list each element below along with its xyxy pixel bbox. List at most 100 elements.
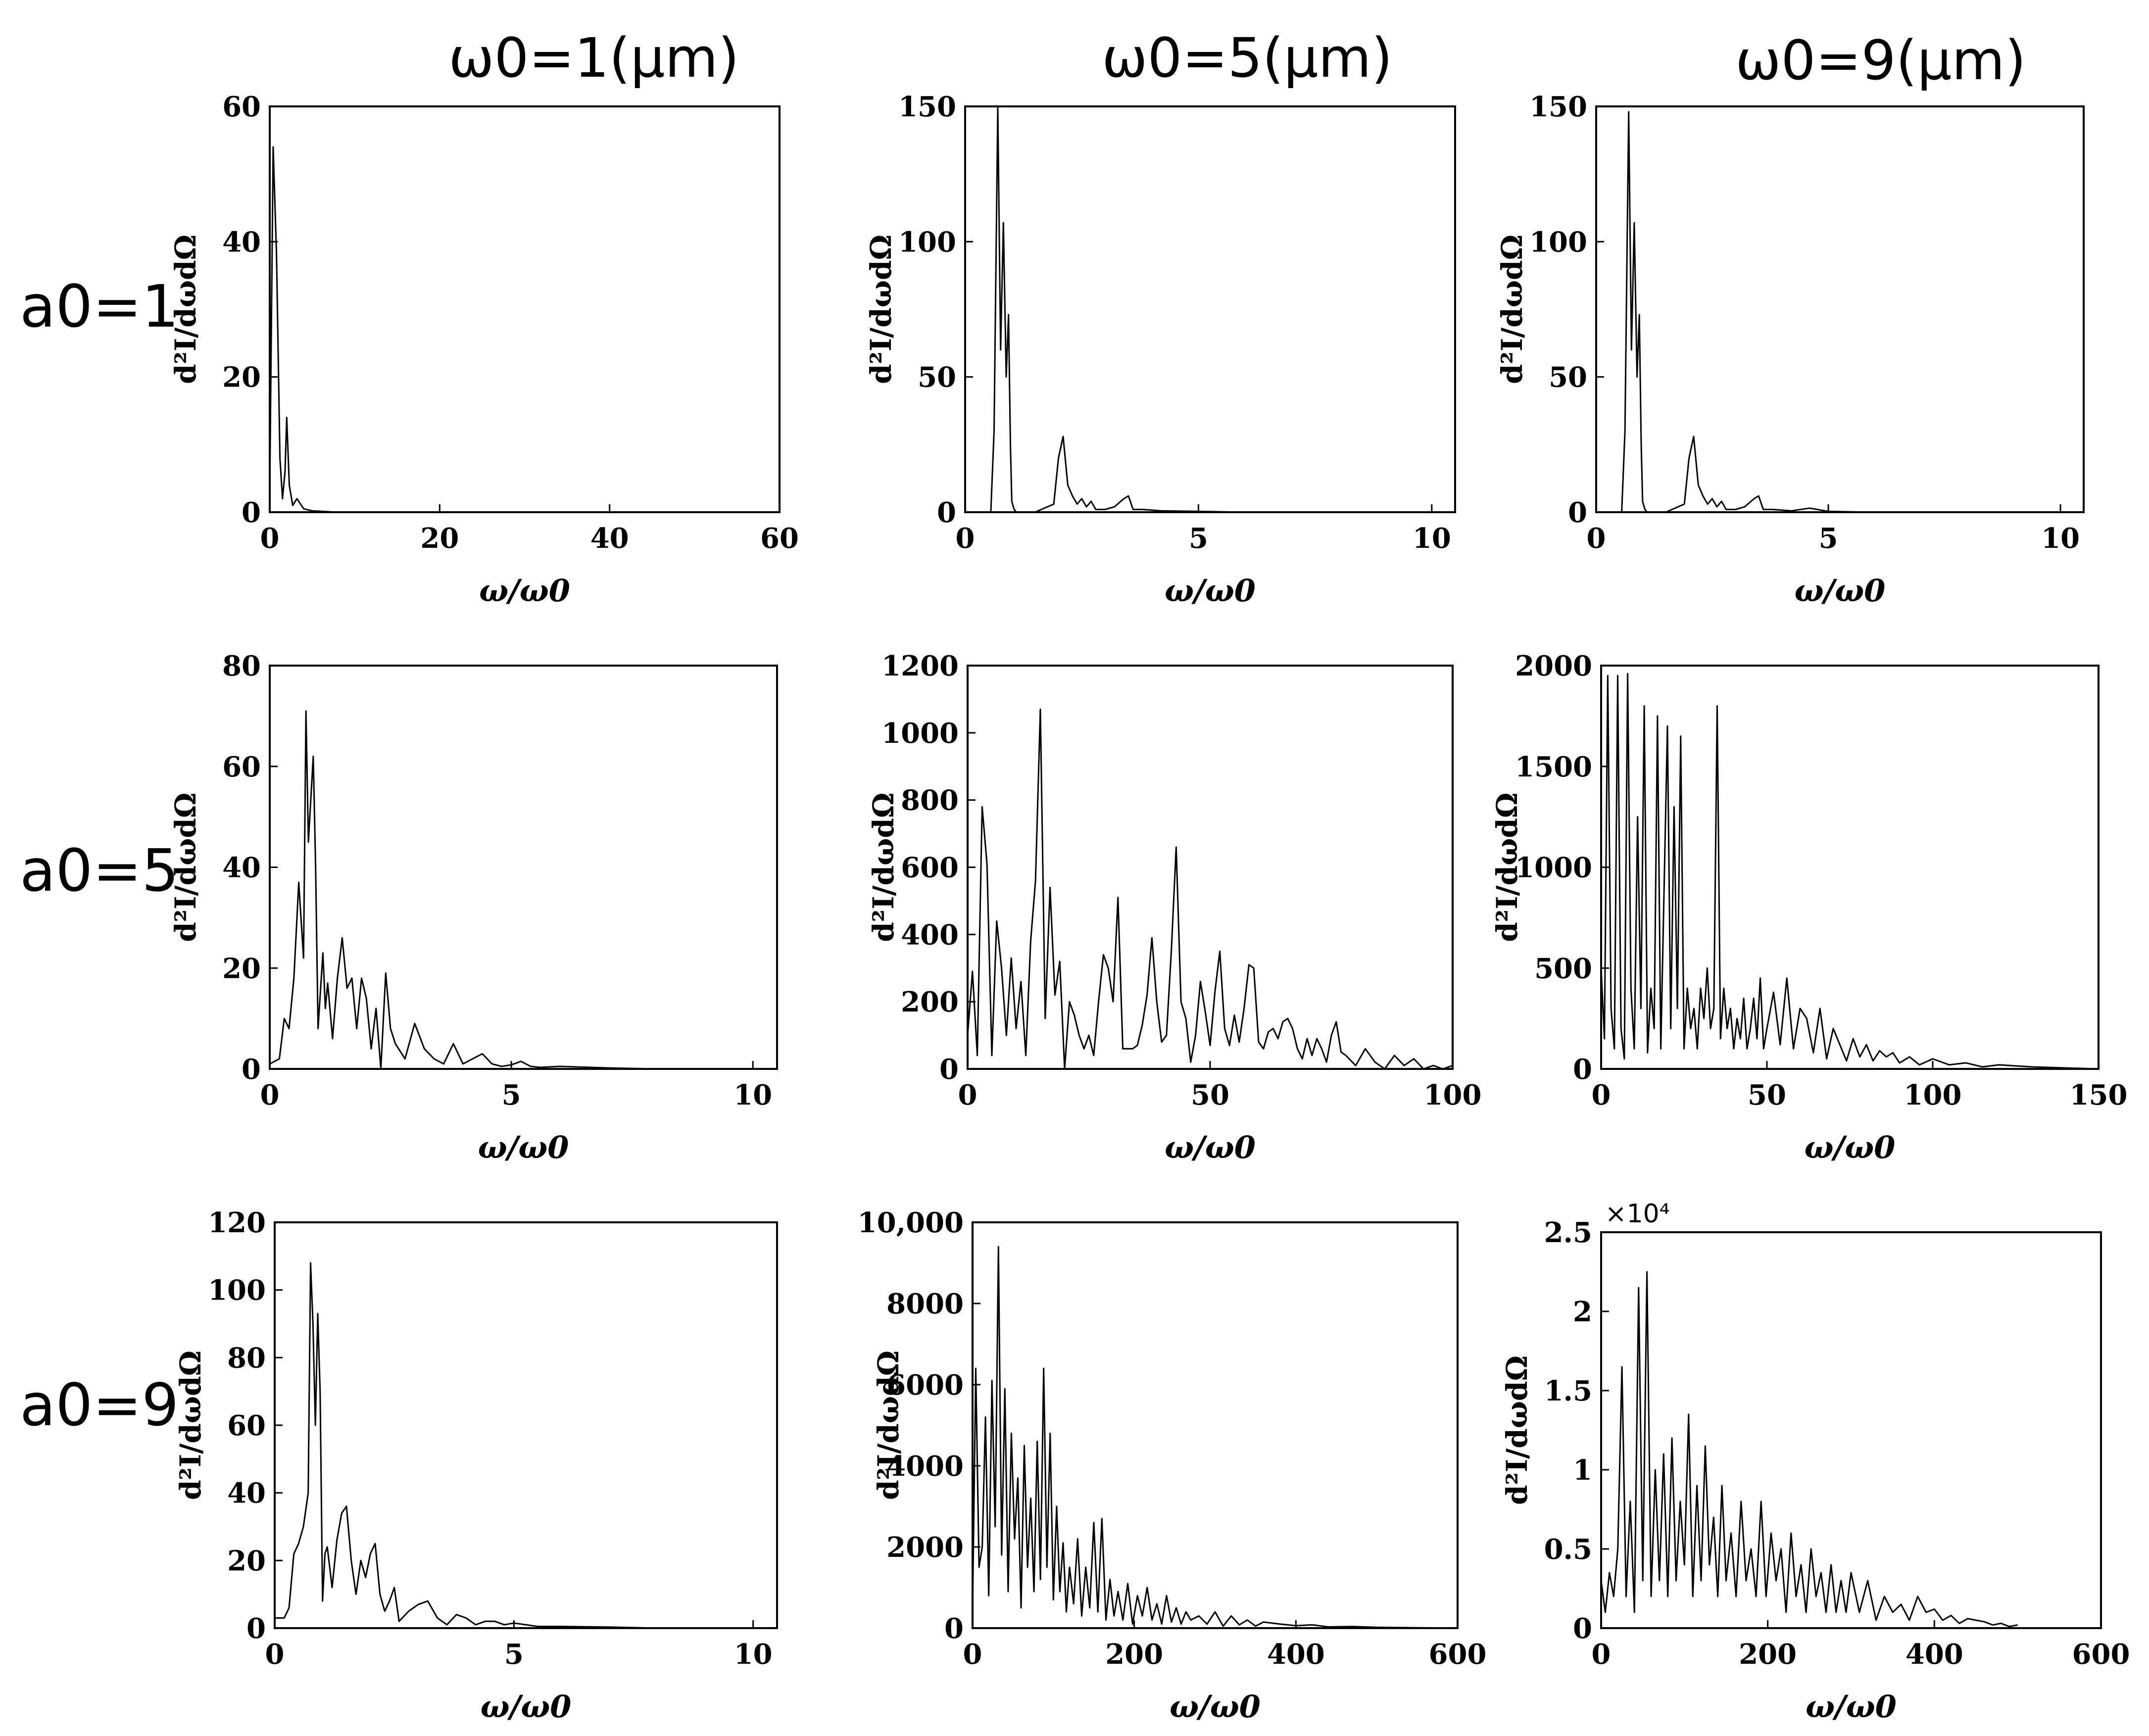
y-tick-label: 100 <box>1529 226 1587 258</box>
spectrum-line <box>1600 1271 2018 1628</box>
y-tick-label: 150 <box>1529 91 1587 123</box>
y-tick-label: 40 <box>222 852 261 884</box>
y-axis-label: d²I/dωdΩ <box>867 792 900 942</box>
y-tick-label: 40 <box>227 1477 266 1510</box>
spectrum-line <box>967 708 1453 1070</box>
plot-frame <box>1600 1231 2102 1629</box>
row-header: a0=5 <box>20 836 179 905</box>
y-tick-label: 80 <box>227 1342 266 1374</box>
y-tick-label: 50 <box>1549 361 1587 394</box>
y-tick-label: 80 <box>222 650 261 682</box>
x-tick-label: 40 <box>590 522 629 555</box>
x-tick-label: 0 <box>1592 1079 1611 1111</box>
x-tick-label: 100 <box>1904 1079 1962 1111</box>
x-axis-label: ω/ω0 <box>1165 1129 1256 1165</box>
chart-panel: 0 200 400 600 0 0.5 1 1.5 2 2.5 ω/ω0 d²I/dωdΩ ×10⁴ <box>1500 1199 2130 1725</box>
x-axis-label: ω/ω0 <box>479 573 570 609</box>
y-axis-label: d²I/dωdΩ <box>864 235 898 384</box>
x-tick-label: 200 <box>1105 1638 1163 1671</box>
plot-frame <box>1595 105 2085 513</box>
x-tick-label: 0 <box>956 522 975 555</box>
y-axis-label: d²I/dωdΩ <box>169 235 202 384</box>
x-tick-label: 10 <box>1413 522 1451 555</box>
column-header: ω0=5(μm) <box>1102 26 1392 90</box>
y-tick-label: 60 <box>222 751 261 783</box>
x-tick-label: 0 <box>260 1079 280 1111</box>
y-tick-label: 1000 <box>1515 852 1592 884</box>
x-axis-label: ω/ω0 <box>1806 1688 1897 1725</box>
y-tick-label: 40 <box>222 226 261 258</box>
row-header: a0=9 <box>20 1371 179 1439</box>
y-axis-label: d²I/dωdΩ <box>1500 1355 1534 1505</box>
column-header: ω0=1(μm) <box>448 26 739 90</box>
x-tick-label: 5 <box>1819 522 1838 555</box>
y-tick-label: 0 <box>246 1612 266 1645</box>
spectrum-line <box>965 105 1455 513</box>
y-tick-label: 2.5 <box>1544 1216 1592 1249</box>
x-tick-label: 5 <box>504 1638 524 1671</box>
y-axis-label: d²I/dωdΩ <box>1490 792 1524 942</box>
x-tick-label: 60 <box>760 522 799 555</box>
y-tick-label: 400 <box>901 918 959 951</box>
spectrum-line <box>269 710 777 1070</box>
x-tick-label: 100 <box>1424 1079 1482 1111</box>
y-tick-label: 10,000 <box>858 1206 964 1239</box>
spectrum-line <box>1596 111 2084 513</box>
y-tick-label: 20 <box>227 1544 266 1577</box>
x-tick-label: 10 <box>2041 522 2080 555</box>
y-tick-label: 600 <box>901 852 959 884</box>
x-tick-label: 600 <box>2072 1638 2130 1671</box>
x-tick-label: 0 <box>963 1638 982 1671</box>
x-tick-label: 50 <box>1748 1079 1786 1111</box>
y-tick-label: 4000 <box>886 1450 964 1483</box>
y-tick-label: 0 <box>937 496 956 529</box>
x-tick-label: 10 <box>733 1079 772 1111</box>
x-tick-label: 0 <box>265 1638 285 1671</box>
x-tick-label: 0 <box>958 1079 977 1111</box>
y-tick-label: 0.5 <box>1544 1533 1592 1566</box>
x-tick-label: 20 <box>420 522 459 555</box>
y-tick-label: 1000 <box>881 717 959 750</box>
y-tick-label: 1.5 <box>1544 1375 1592 1407</box>
y-tick-label: 60 <box>227 1409 266 1442</box>
x-tick-label: 0 <box>1587 522 1606 555</box>
plot-frame <box>269 105 781 513</box>
column-header: ω0=9(μm) <box>1735 29 2026 92</box>
x-tick-label: 0 <box>260 522 280 555</box>
y-multiplier-label: ×10⁴ <box>1605 1199 1670 1229</box>
x-axis-label: ω/ω0 <box>478 1129 569 1165</box>
x-tick-label: 400 <box>1905 1638 1963 1671</box>
x-axis-label: ω/ω0 <box>1165 573 1256 609</box>
y-tick-label: 6000 <box>886 1369 964 1401</box>
x-axis-label: ω/ω0 <box>1170 1688 1261 1725</box>
x-axis-label: ω/ω0 <box>1805 1129 1896 1165</box>
spectrum-line <box>275 1262 777 1629</box>
plot-frame <box>274 1221 778 1629</box>
y-tick-label: 0 <box>1573 1053 1592 1086</box>
y-tick-label: 0 <box>939 1053 959 1086</box>
y-tick-label: 50 <box>918 361 956 394</box>
y-tick-label: 0 <box>242 1053 261 1086</box>
y-tick-label: 0 <box>1573 1612 1592 1645</box>
y-tick-label: 1500 <box>1515 751 1592 783</box>
plot-frame <box>964 105 1456 513</box>
y-tick-label: 0 <box>944 1612 964 1645</box>
x-tick-label: 5 <box>1189 522 1208 555</box>
y-tick-label: 500 <box>1534 952 1592 985</box>
y-axis-label: d²I/dωdΩ <box>169 792 202 942</box>
x-axis-label: ω/ω0 <box>1795 573 1886 609</box>
x-axis-label: ω/ω0 <box>481 1688 572 1725</box>
y-tick-label: 100 <box>898 226 956 258</box>
x-tick-label: 0 <box>1592 1638 1611 1671</box>
y-axis-label: d²I/dωdΩ <box>1495 235 1529 384</box>
chart-panel: 0 20 40 60 0 20 40 60 ω/ω0 d²I/dωdΩ <box>169 91 799 609</box>
y-tick-label: 8000 <box>886 1288 964 1320</box>
y-tick-label: 150 <box>898 91 956 123</box>
y-tick-label: 2 <box>1573 1296 1592 1328</box>
y-tick-label: 1 <box>1573 1454 1592 1487</box>
